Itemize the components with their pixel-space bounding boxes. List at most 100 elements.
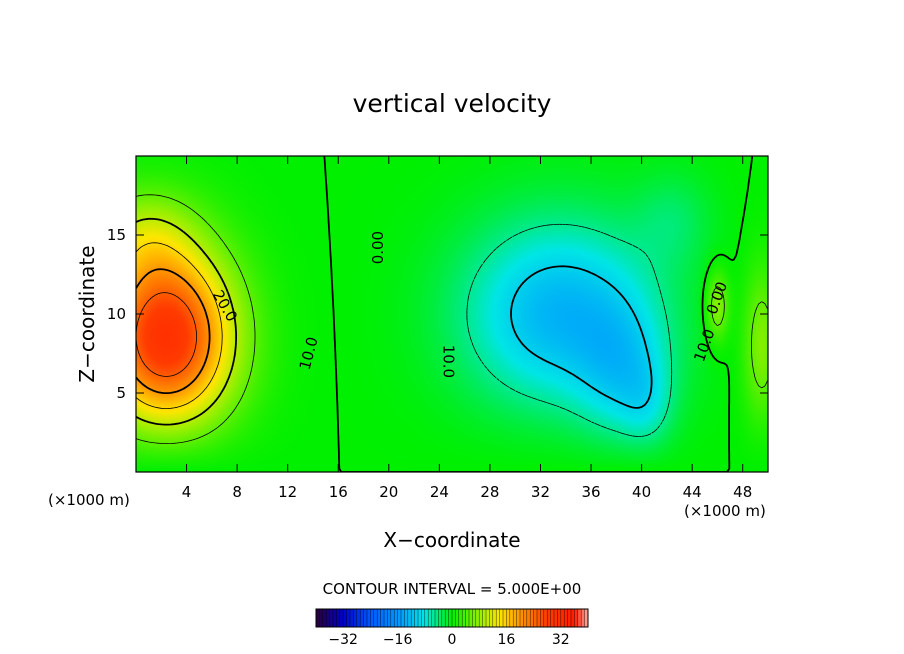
contour-line xyxy=(136,242,223,409)
colorbar-segment xyxy=(373,609,378,627)
colorbar-segment xyxy=(360,609,364,627)
colorbar-segment xyxy=(418,609,422,627)
colorbar-segment xyxy=(479,609,483,627)
colorbar-segment xyxy=(577,609,582,627)
colorbar-segment xyxy=(574,609,579,627)
colorbar-segment xyxy=(516,609,521,627)
colorbar-segment xyxy=(526,609,531,627)
colorbar-segments xyxy=(315,608,589,628)
colorbar-segment xyxy=(469,609,473,627)
colorbar-segment xyxy=(520,609,524,627)
contour-interval-text: CONTOUR INTERVAL = 5.000E+00 xyxy=(323,580,582,598)
colorbar-segment xyxy=(560,609,565,627)
colorbar: −32 −16 0 16 32 xyxy=(315,608,589,648)
colorbar-segment xyxy=(448,609,453,627)
colorbar-frame xyxy=(315,608,589,628)
contour-line xyxy=(136,217,237,426)
colorbar-segment xyxy=(316,609,320,627)
colorbar-segment xyxy=(346,609,351,627)
y-axis-ticks: 5 10 15 xyxy=(107,226,768,402)
colorbar-segment xyxy=(394,609,398,627)
contour-line xyxy=(136,194,768,444)
contour-line xyxy=(466,223,673,437)
y-tick-label: 15 xyxy=(107,226,126,244)
colorbar-segment xyxy=(506,609,511,627)
colorbar-segment xyxy=(438,609,443,627)
contour-line xyxy=(510,265,653,409)
colorbar-segment xyxy=(428,609,432,627)
colorbar-segment xyxy=(367,609,371,627)
x-tick-label: 4 xyxy=(182,483,192,501)
colorbar-segment xyxy=(339,609,344,627)
contour-lines xyxy=(136,156,768,472)
colorbar-segment xyxy=(537,609,541,627)
colorbar-segment xyxy=(584,609,589,627)
velocity-field xyxy=(136,156,768,472)
y-tick-label: 10 xyxy=(107,305,126,323)
colorbar-segment xyxy=(333,609,337,627)
x-tick-label: 48 xyxy=(733,483,752,501)
colorbar-segment xyxy=(414,609,419,627)
colorbar-segment xyxy=(407,609,412,627)
colorbar-segment xyxy=(387,609,392,627)
colorbar-segment xyxy=(441,609,446,627)
colorbar-segment xyxy=(492,609,497,627)
colorbar-segment xyxy=(523,609,528,627)
colorbar-segment xyxy=(319,609,324,627)
colorbar-segment xyxy=(533,609,538,627)
colorbar-segment xyxy=(557,609,562,627)
x-tick-label: 16 xyxy=(329,483,348,501)
x-axis-ticks: 4 8 12 16 20 24 28 32 36 40 44 48 xyxy=(182,156,752,501)
colorbar-segment xyxy=(458,609,463,627)
colorbar-segment xyxy=(350,609,354,627)
x-tick-label: 24 xyxy=(430,483,449,501)
contour-line xyxy=(136,268,211,394)
colorbar-segment xyxy=(503,609,507,627)
x-tick-label: 20 xyxy=(379,483,398,501)
x-tick-label: 40 xyxy=(632,483,651,501)
colorbar-segment xyxy=(472,609,477,627)
x-tick-label: 36 xyxy=(581,483,600,501)
colorbar-segment xyxy=(404,609,409,627)
colorbar-tick-label: −16 xyxy=(383,632,413,648)
colorbar-segment xyxy=(363,609,368,627)
colorbar-segment xyxy=(435,609,439,627)
colorbar-segment xyxy=(540,609,545,627)
chart-title: vertical velocity xyxy=(353,89,552,118)
colorbar-segment xyxy=(571,609,575,627)
colorbar-segment xyxy=(411,609,415,627)
colorbar-segment xyxy=(499,609,504,627)
colorbar-segment xyxy=(380,609,385,627)
colorbar-segment xyxy=(543,609,548,627)
colorbar-segment xyxy=(581,609,585,627)
colorbar-segment xyxy=(401,609,405,627)
colorbar-segment xyxy=(496,609,500,627)
contour-label: 0.00 xyxy=(369,231,387,264)
colorbar-segment xyxy=(455,609,460,627)
colorbar-tick-label: 0 xyxy=(448,632,457,648)
colorbar-segment xyxy=(530,609,534,627)
colorbar-segment xyxy=(486,609,490,627)
y-tick-label: 5 xyxy=(116,384,126,402)
colorbar-segment xyxy=(326,609,330,627)
colorbar-segment xyxy=(445,609,449,627)
colorbar-ticks: −32 −16 0 16 32 xyxy=(328,632,569,648)
colorbar-segment xyxy=(421,609,426,627)
contour-line xyxy=(323,156,754,472)
colorbar-segment xyxy=(509,609,514,627)
x-tick-label: 28 xyxy=(480,483,499,501)
colorbar-segment xyxy=(322,609,327,627)
x-axis-title: X−coordinate xyxy=(383,528,520,552)
colorbar-segment xyxy=(424,609,429,627)
colorbar-tick-label: 32 xyxy=(552,632,570,648)
colorbar-segment xyxy=(465,609,470,627)
colorbar-segment xyxy=(356,609,361,627)
x-tick-label: 32 xyxy=(531,483,550,501)
x-axis-unit-right: (×1000 m) xyxy=(684,502,766,520)
colorbar-segment xyxy=(475,609,480,627)
contour-label: 10.0 xyxy=(440,345,458,378)
y-axis-title: Z−coordinate xyxy=(75,245,99,382)
colorbar-segment xyxy=(370,609,375,627)
